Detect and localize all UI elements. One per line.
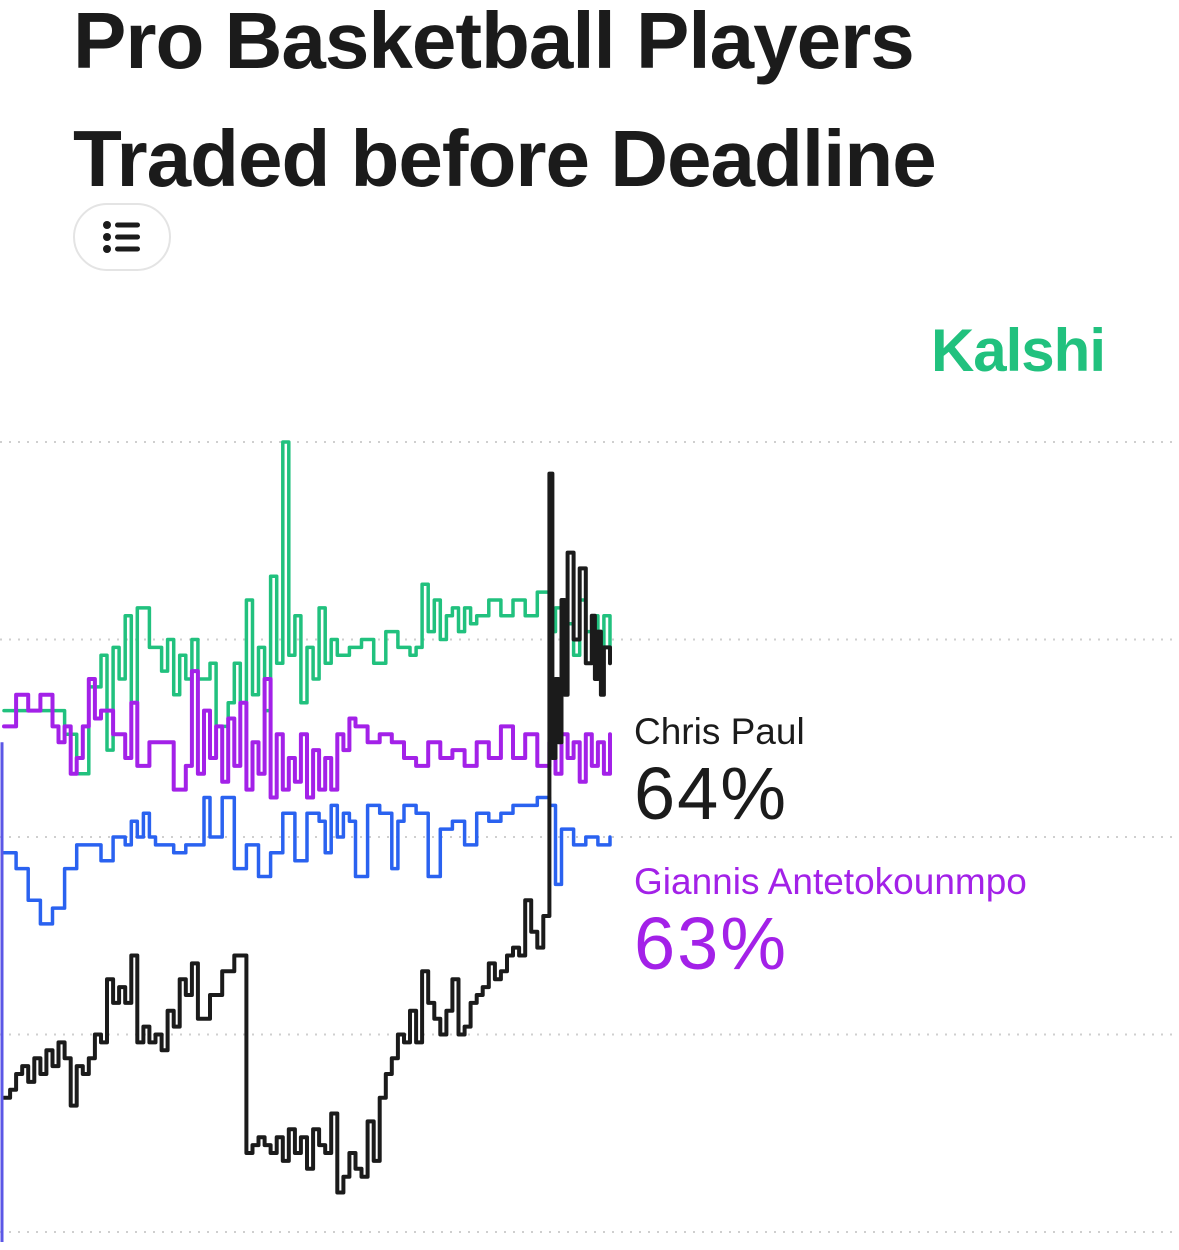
series-layer [0,440,612,1242]
list-view-button[interactable] [73,203,171,271]
series-line-purple [2,669,612,800]
legend-value: 64% [634,752,789,835]
legend-entry-chris-paul: Chris Paul 64% [634,710,805,834]
legend-name: Chris Paul [634,711,805,752]
list-icon [103,221,140,253]
line-chart [0,440,1179,1242]
page-title-line-2: Traded before Deadline [73,114,937,203]
series-line-green [2,440,612,776]
page-title-line-1: Pro Basketball Players [73,0,915,85]
brand-logo: Kalshi [930,317,1106,384]
legend-name: Giannis Antetokounmpo [634,861,1027,902]
legend-value: 63% [634,902,789,985]
page-title: Pro Basketball Players Traded before Dea… [73,0,1133,218]
series-line-blue [2,795,612,926]
series-line-black [2,471,612,1195]
legend-entry-giannis-antetokounmpo: Giannis Antetokounmpo 63% [634,860,1027,984]
grid-layer [0,441,1179,1233]
